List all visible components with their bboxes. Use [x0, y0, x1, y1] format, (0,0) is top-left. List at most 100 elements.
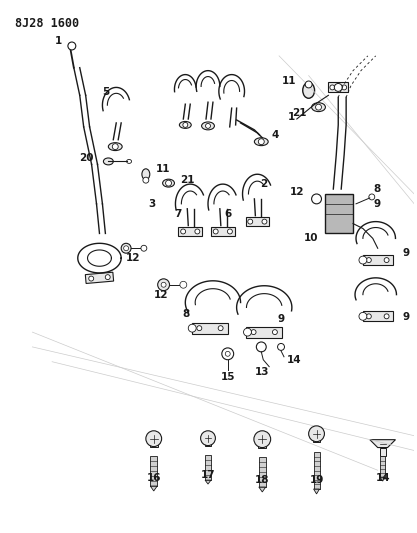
Circle shape: [316, 104, 322, 110]
Ellipse shape: [303, 83, 314, 98]
Circle shape: [201, 431, 216, 446]
Circle shape: [248, 219, 253, 224]
Circle shape: [121, 243, 131, 253]
Polygon shape: [246, 327, 282, 337]
Circle shape: [213, 229, 218, 234]
Text: 12: 12: [290, 187, 305, 197]
Circle shape: [146, 431, 162, 447]
Ellipse shape: [108, 143, 122, 150]
Text: 12: 12: [126, 253, 141, 263]
Polygon shape: [363, 255, 392, 265]
Circle shape: [359, 312, 367, 320]
Text: 17: 17: [201, 470, 215, 480]
Circle shape: [227, 229, 232, 234]
Circle shape: [181, 229, 186, 234]
Text: 4: 4: [271, 130, 279, 140]
Text: 13: 13: [255, 367, 269, 377]
Ellipse shape: [254, 138, 268, 146]
Polygon shape: [150, 486, 157, 491]
Text: 2: 2: [261, 179, 268, 189]
Circle shape: [334, 84, 342, 91]
Polygon shape: [85, 272, 113, 284]
Bar: [205, 439, 211, 446]
Text: 14: 14: [375, 473, 390, 483]
Circle shape: [206, 124, 211, 128]
Text: 5: 5: [102, 87, 109, 98]
Text: 15: 15: [221, 372, 235, 382]
Polygon shape: [363, 311, 392, 321]
Polygon shape: [380, 477, 385, 481]
Circle shape: [141, 245, 147, 251]
Circle shape: [218, 326, 223, 330]
Circle shape: [367, 314, 371, 319]
Circle shape: [254, 431, 271, 448]
Circle shape: [359, 256, 367, 264]
Ellipse shape: [142, 169, 150, 180]
Bar: [150, 439, 158, 447]
Circle shape: [258, 139, 264, 144]
Polygon shape: [246, 217, 269, 226]
Circle shape: [161, 282, 166, 287]
Bar: [314, 452, 319, 489]
Text: 9: 9: [374, 199, 381, 209]
Circle shape: [367, 257, 371, 263]
Bar: [380, 448, 386, 456]
Text: 9: 9: [402, 312, 409, 322]
Circle shape: [195, 229, 200, 234]
Circle shape: [180, 281, 187, 288]
Polygon shape: [259, 487, 266, 492]
Text: 11: 11: [156, 164, 170, 174]
Ellipse shape: [311, 103, 325, 111]
Text: 1: 1: [288, 112, 295, 122]
Circle shape: [166, 180, 171, 186]
Circle shape: [384, 314, 389, 319]
Circle shape: [197, 326, 202, 330]
Text: 8J28 1600: 8J28 1600: [15, 18, 79, 30]
Text: 7: 7: [175, 209, 182, 219]
Text: 16: 16: [146, 473, 161, 483]
Polygon shape: [328, 83, 348, 92]
Text: 19: 19: [309, 475, 324, 485]
Text: 8: 8: [182, 309, 189, 319]
Circle shape: [251, 329, 256, 335]
Circle shape: [309, 426, 324, 442]
Ellipse shape: [163, 179, 174, 187]
Bar: [380, 456, 385, 477]
Text: 1: 1: [55, 36, 62, 46]
Text: 8: 8: [374, 184, 381, 194]
Circle shape: [68, 42, 76, 50]
Text: 14: 14: [287, 355, 301, 365]
Circle shape: [188, 324, 196, 332]
Circle shape: [183, 123, 188, 127]
Bar: [325, 194, 353, 233]
Text: 10: 10: [304, 233, 319, 244]
Text: 12: 12: [153, 289, 168, 300]
Bar: [258, 439, 266, 448]
Ellipse shape: [179, 122, 191, 128]
Circle shape: [342, 85, 347, 90]
Polygon shape: [211, 227, 235, 236]
Text: 6: 6: [224, 209, 231, 219]
Text: 9: 9: [402, 248, 409, 258]
Text: 20: 20: [79, 154, 93, 164]
Bar: [259, 457, 266, 487]
Bar: [313, 433, 320, 442]
Ellipse shape: [103, 158, 113, 165]
Circle shape: [244, 328, 251, 336]
Circle shape: [330, 85, 335, 90]
Bar: [150, 456, 157, 486]
Circle shape: [272, 329, 277, 335]
Circle shape: [124, 246, 128, 251]
Polygon shape: [178, 227, 202, 236]
Ellipse shape: [201, 122, 214, 130]
Circle shape: [305, 81, 312, 88]
Circle shape: [112, 144, 118, 150]
Polygon shape: [370, 440, 395, 448]
Circle shape: [105, 274, 110, 280]
Circle shape: [262, 219, 267, 224]
Polygon shape: [205, 480, 211, 484]
Circle shape: [89, 276, 94, 281]
Circle shape: [384, 257, 389, 263]
Text: 21: 21: [181, 175, 195, 185]
Text: 21: 21: [292, 108, 306, 118]
